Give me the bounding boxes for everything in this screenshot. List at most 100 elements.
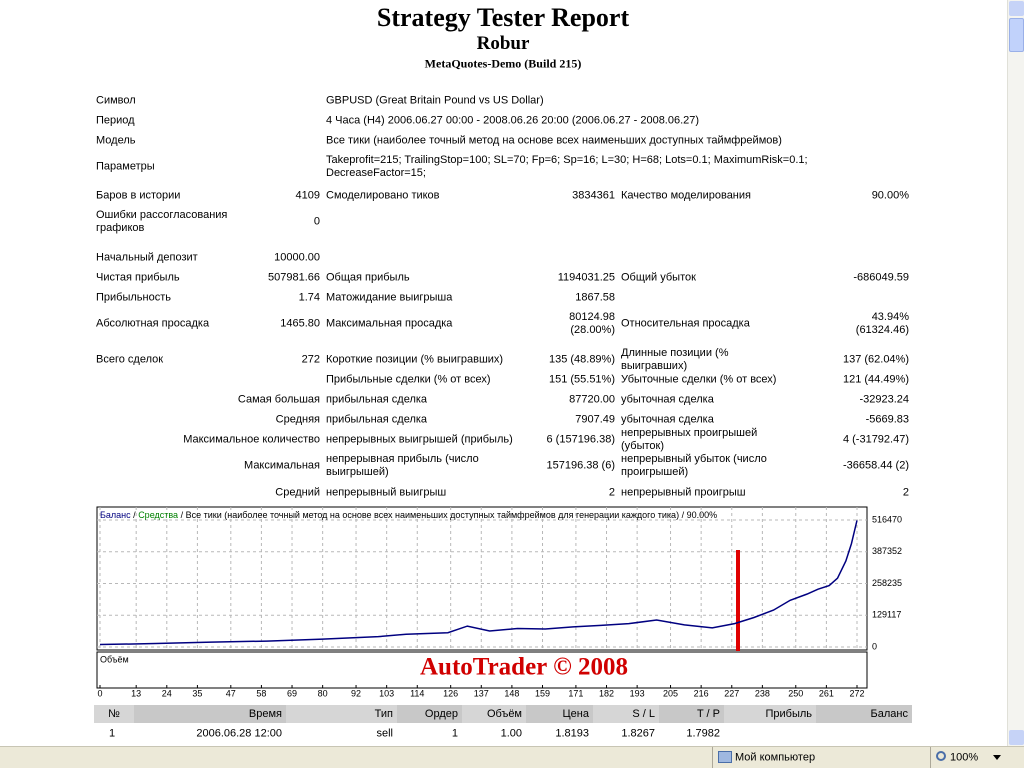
chart-frame	[96, 506, 868, 651]
trade-cell: 1.7982	[686, 727, 720, 740]
equity-legend: Средства	[138, 510, 178, 520]
trade-cell: 1	[451, 727, 458, 740]
separator: /	[133, 510, 136, 520]
setting-label: Параметры	[96, 160, 155, 173]
stat-value: 6 (157196.38)	[546, 433, 616, 446]
x-tick-label: 159	[535, 688, 550, 698]
balance-chart: Баланс / Средства / Все тики (наиболее т…	[96, 506, 902, 698]
stat-value: 90.00%	[871, 189, 909, 202]
stat-label: Длинные позиции (% выигравших)	[621, 347, 729, 372]
stat-value: 272	[301, 353, 320, 366]
scrollbar[interactable]	[1007, 0, 1024, 746]
y-tick-label: 387352	[872, 546, 902, 556]
x-tick-label: 261	[819, 688, 834, 698]
stat-label: Относительная просадка	[621, 317, 750, 330]
setting-value: GBPUSD (Great Britain Pound vs US Dollar…	[326, 94, 544, 107]
expert-name: Robur	[476, 33, 530, 54]
stat-label: Начальный депозит	[96, 251, 198, 264]
stat-label: прибыльная сделка	[326, 413, 428, 426]
stat-label: Матожидание выигрыша	[326, 291, 453, 304]
y-tick-label: 516470	[872, 514, 902, 524]
stat-value: 3834361	[572, 189, 615, 202]
trade-cell: 1.8267	[621, 727, 655, 740]
column-header: Время	[134, 705, 286, 723]
model-text: Все тики (наиболее точный метод на основ…	[186, 510, 679, 520]
stat-value: 7907.49	[575, 413, 615, 426]
column-header: Объём	[462, 705, 526, 723]
column-header: №	[94, 705, 134, 723]
separator: /	[181, 510, 184, 520]
stat-label: непрерывных выигрышей (прибыль)	[326, 433, 513, 446]
stat-label: Чистая прибыль	[96, 271, 180, 284]
stat-value: 4109	[295, 189, 320, 202]
stat-label: Максимальное количество	[183, 433, 320, 446]
setting-label: Символ	[96, 94, 136, 107]
stat-value: -5669.83	[865, 413, 909, 426]
x-tick-label: 250	[788, 688, 803, 698]
watermark: AutoTrader © 2008	[420, 654, 628, 681]
stat-label: Средний	[275, 486, 320, 499]
stat-label: Средняя	[275, 413, 320, 426]
stat-label: Короткие позиции (% выигравших)	[326, 353, 504, 366]
status-bar: Мой компьютер 100%	[0, 746, 1024, 768]
volume-frame	[96, 651, 868, 689]
x-tick-label: 47	[226, 688, 236, 698]
stat-value: 1465.80	[280, 317, 320, 330]
x-tick-label: 114	[410, 688, 424, 698]
stat-label: Самая большая	[237, 393, 320, 406]
stat-label: непрерывных проигрышей (убыток)	[621, 427, 758, 452]
zoom-dropdown[interactable]	[993, 755, 1001, 760]
zoom-icon[interactable]	[936, 751, 946, 761]
y-tick-label: 258235	[872, 578, 902, 588]
stat-label: Общий убыток	[621, 271, 696, 284]
x-tick-label: 126	[443, 688, 458, 698]
x-tick-label: 171	[568, 688, 583, 698]
quality-text: 90.00%	[687, 510, 718, 520]
x-tick-label: 227	[724, 688, 739, 698]
column-header: Баланс	[816, 705, 912, 723]
computer-icon	[718, 751, 732, 763]
x-tick-label: 69	[287, 688, 297, 698]
column-header: Прибыль	[724, 705, 816, 723]
setting-label: Модель	[96, 134, 136, 147]
stat-value: 121 (44.49%)	[842, 373, 909, 386]
zoom-text[interactable]: 100%	[950, 751, 979, 764]
zone-text: Мой компьютер	[735, 751, 816, 764]
stat-label: Качество моделирования	[621, 189, 751, 202]
stat-value: 2	[902, 486, 909, 499]
stat-value: -36658.44 (2)	[842, 459, 909, 472]
stat-label: непрерывный проигрыш	[621, 486, 746, 499]
stat-value: 4 (-31792.47)	[842, 433, 909, 446]
x-tick-label: 137	[474, 688, 489, 698]
x-tick-label: 103	[379, 688, 394, 698]
stat-label: Максимальная	[244, 459, 320, 472]
x-tick-label: 24	[162, 688, 172, 698]
scroll-up[interactable]	[1009, 1, 1024, 16]
stat-label: Прибыльные сделки (% от всех)	[326, 373, 491, 386]
stat-label: Абсолютная просадка	[96, 317, 210, 330]
trade-cell: 2006.06.28 12:00	[196, 727, 282, 740]
stat-label: непрерывный убыток (число проигрышей)	[621, 453, 767, 478]
x-tick-label: 13	[131, 688, 141, 698]
scroll-down[interactable]	[1009, 730, 1024, 745]
scroll-thumb[interactable]	[1009, 18, 1024, 52]
separator: /	[682, 510, 685, 520]
balance-line	[99, 520, 858, 646]
status-divider	[712, 747, 713, 768]
stat-value: 151 (55.51%)	[548, 373, 615, 386]
volume-label: Объём	[100, 654, 129, 664]
status-divider	[930, 747, 931, 768]
stat-label: Максимальная просадка	[326, 317, 453, 330]
column-header: Тип	[286, 705, 397, 723]
trade-cell: 1.8193	[555, 727, 589, 740]
chart-header: Баланс / Средства / Все тики (наиболее т…	[100, 510, 717, 520]
trade-cell: sell	[376, 727, 393, 740]
stat-label: прибыльная сделка	[326, 393, 428, 406]
balance-legend: Баланс	[100, 510, 131, 520]
stat-label: Прибыльность	[96, 291, 171, 304]
stat-value: 2	[608, 486, 615, 499]
stat-label: убыточная сделка	[621, 393, 714, 406]
x-tick-label: 92	[351, 688, 361, 698]
x-tick-label: 272	[849, 688, 864, 698]
